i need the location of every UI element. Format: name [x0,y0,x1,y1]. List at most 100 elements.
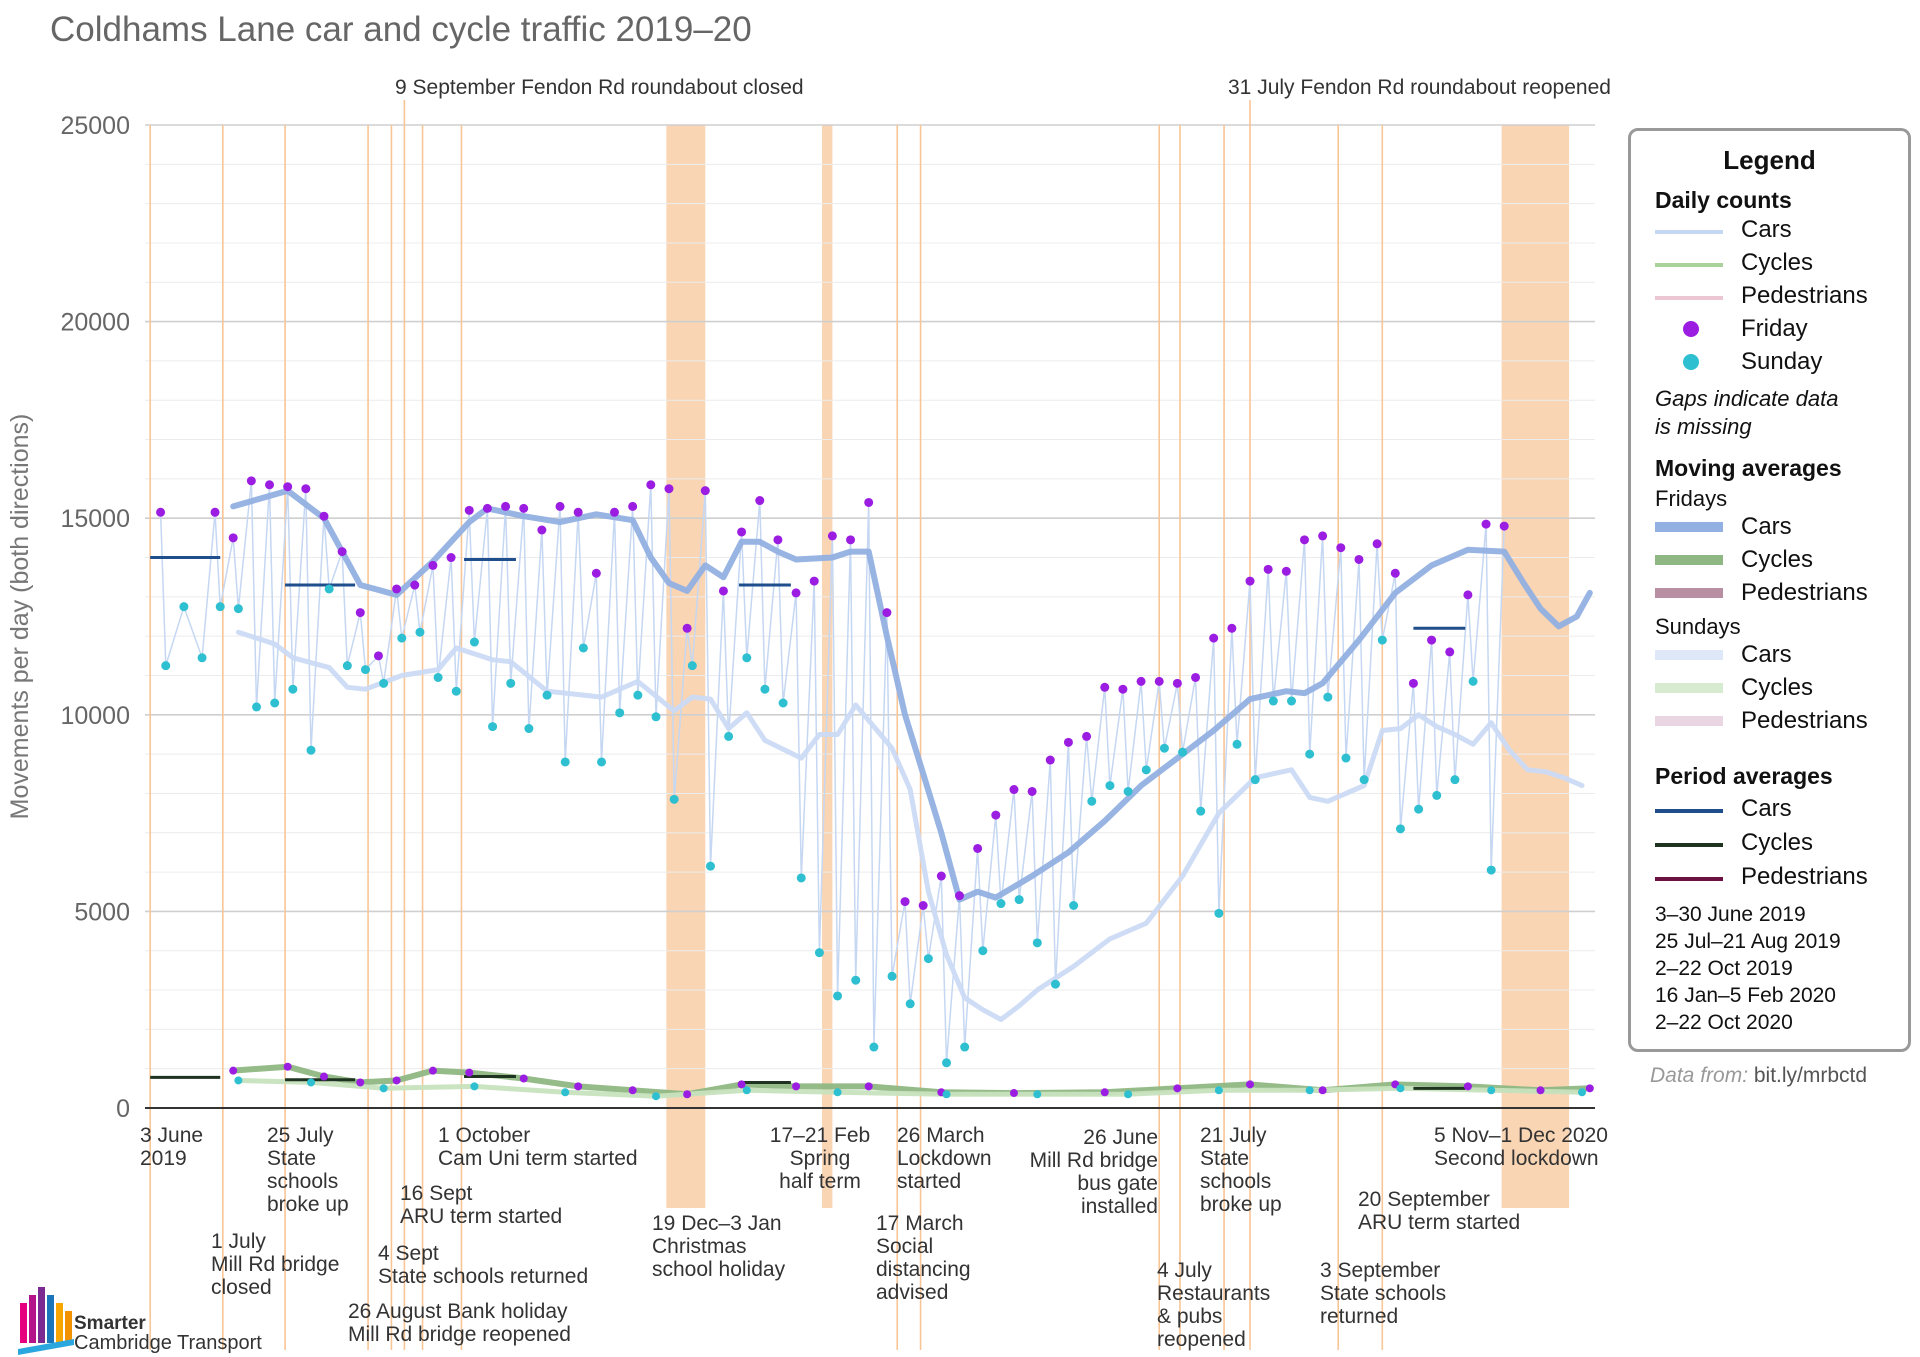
sunday-dot-icon [1683,354,1699,370]
friday-point [1390,568,1400,578]
friday-point [355,608,365,618]
sunday-point [1087,796,1097,806]
friday-point [1318,531,1328,541]
friday-point [1045,755,1055,765]
sunday-point [524,724,534,734]
bottom-annotation-line: schools [1200,1170,1271,1193]
legend-daily-heading: Daily counts [1655,187,1792,213]
source-prefix: Data from: [1650,1064,1749,1087]
bottom-annotation-line: Restaurants [1157,1282,1270,1305]
legend-fri-pedestrians: Pedestrians [1655,578,1905,608]
sunday-point [542,690,552,700]
friday-point [301,484,311,494]
logo: Smarter Cambridge Transport [18,1265,278,1355]
friday-cycle-point [392,1076,401,1085]
y-axis-label: Movements per day (both directions) [6,414,34,820]
bottom-annotation-line: 4 Sept [378,1242,439,1265]
sunday-point [996,899,1006,909]
sunday-point [1196,806,1206,816]
sunday-point [1123,786,1133,796]
sunday-point [197,653,207,663]
annotations: 9 September Fendon Rd roundabout closed 3… [140,76,1611,1351]
top-annotation: 9 September Fendon Rd roundabout closed [395,76,804,99]
bottom-annotation-line: Christmas [652,1235,747,1258]
legend-title: Legend [1723,145,1816,175]
legend-swatch [1655,522,1723,532]
sunday-point [778,698,788,708]
legend-label: Cycles [1741,674,1814,701]
friday-point [864,497,874,507]
bottom-annotation-line: 3 September [1320,1259,1440,1282]
y-tick-label: 0 [116,1095,130,1123]
friday-point [392,584,402,594]
friday-point [537,525,547,535]
sunday-point [597,757,607,767]
sunday-point [397,633,407,643]
friday-point [228,533,238,543]
sunday-point [1105,781,1115,791]
sunday-cycle-point [1124,1090,1133,1099]
bottom-annotation-line: Mill Rd bridge [1030,1149,1158,1172]
y-tick-label: 20000 [60,309,130,337]
sunday-point [379,678,389,688]
legend-swatch [1655,588,1723,598]
bottom-annotation-line: 3 June [140,1124,203,1147]
sunday-point [905,999,915,1009]
friday-point [1354,554,1364,564]
friday-point [882,608,892,618]
legend-label: Cars [1741,216,1792,243]
legend-label: Cars [1741,795,1792,822]
data-source: Data from: bit.ly/mrbctd [1650,1064,1867,1088]
sunday-point [796,873,806,883]
friday-point [846,535,856,545]
friday-point [1372,539,1382,549]
moving-average-sundays-cars-line [235,629,1585,1022]
friday-point [827,531,837,541]
sunday-point [1486,865,1496,875]
friday-cycle-point [1318,1086,1327,1095]
sunday-point [1141,765,1151,775]
bottom-annotation-line: distancing [876,1258,971,1281]
friday-cycle-point [1009,1089,1018,1098]
bottom-annotation-line: 19 Dec–3 Jan [652,1212,782,1235]
friday-point [1063,737,1073,747]
friday-point [1191,672,1201,682]
bottom-annotation-line: Mill Rd bridge [211,1253,339,1276]
sunday-point [270,698,280,708]
legend-label: Sunday [1741,348,1823,375]
bottom-annotation-line: schools [267,1170,338,1193]
friday-point [265,480,275,490]
legend-label: Cycles [1741,829,1814,856]
source-link[interactable]: bit.ly/mrbctd [1753,1064,1868,1087]
legend-daily-cars: Cars [1655,215,1905,245]
bottom-annotation-line: 25 July [267,1124,334,1147]
sunday-point [506,678,516,688]
sunday-point [488,722,498,732]
friday-point [156,507,166,517]
moving-average-sundays-cycles-line [235,1078,1585,1099]
legend-label: Pedestrians [1741,579,1868,606]
legend-sun-cycles: Cycles [1655,673,1905,703]
bottom-annotation-line: 17–21 Feb [770,1124,870,1147]
sunday-cycle-point [1487,1086,1496,1095]
legend-period-4: 16 Jan–5 Feb 2020 [1655,984,1836,1007]
legend-label: Cars [1741,513,1792,540]
sunday-point [833,991,843,1001]
friday-point [319,511,329,521]
sunday-point [469,637,479,647]
friday-point [1499,521,1509,531]
sunday-point [560,757,570,767]
friday-point [428,560,438,570]
friday-point [682,623,692,633]
legend-swatch [1655,877,1723,881]
bottom-annotation-line: reopened [1157,1328,1246,1351]
friday-cycle-point [1100,1088,1109,1097]
legend-fridays-heading: Fridays [1655,486,1728,511]
friday-point [246,476,256,486]
sunday-point [724,731,734,741]
legend-sun-pedestrians: Pedestrians [1655,706,1905,736]
sunday-point [415,627,425,637]
friday-point [1082,731,1092,741]
period-average-lines [150,556,1466,1090]
